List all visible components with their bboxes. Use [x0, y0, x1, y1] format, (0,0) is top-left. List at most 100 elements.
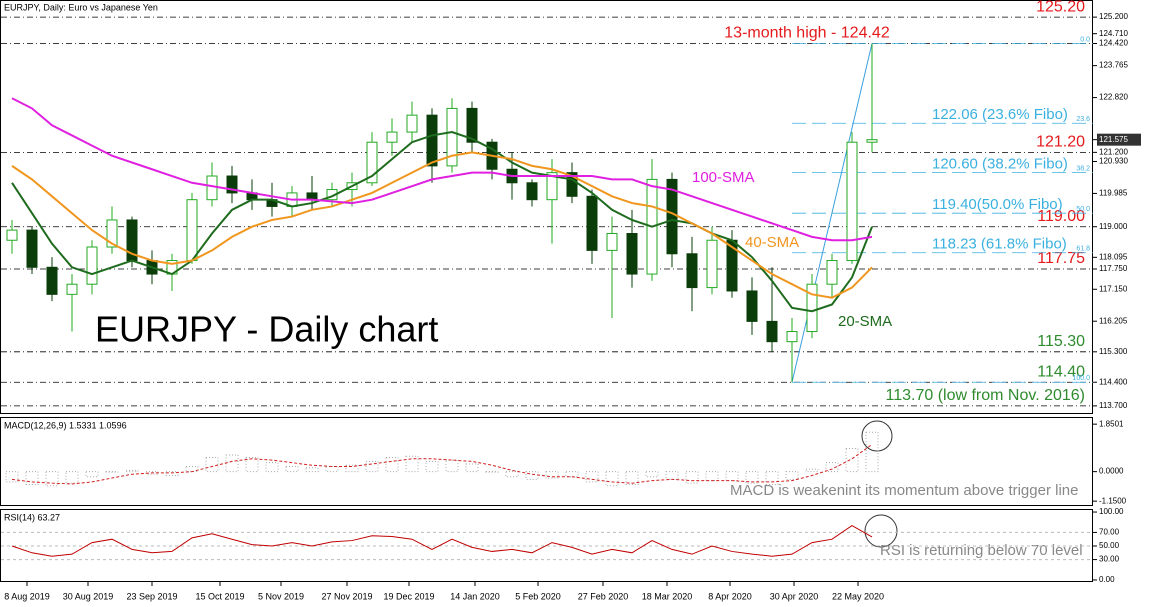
candle-body — [6, 229, 18, 241]
fibo-label: 122.06 (23.6% Fibo) — [932, 106, 1068, 123]
highlight-circle — [864, 514, 898, 548]
candle-body — [366, 141, 378, 184]
y-tick-label: 114.400 — [1099, 377, 1128, 386]
macd-bar — [125, 469, 139, 473]
y-tick-label: 125.200 — [1099, 12, 1128, 21]
y-tick-label: 117.750 — [1099, 264, 1128, 273]
macd-bar — [485, 471, 499, 473]
candle-body — [46, 266, 58, 295]
macd-bar — [605, 471, 619, 487]
rsi-frame — [0, 509, 1093, 582]
candle-body — [766, 320, 778, 343]
sma-label: 100-SMA — [692, 169, 755, 186]
level-label: 117.75 — [1037, 250, 1085, 267]
fibo-tag: 0.0 — [1080, 36, 1090, 43]
macd-bar — [365, 460, 379, 473]
chart-annotation: EURJPY - Daily chart — [95, 309, 438, 350]
macd-bar — [565, 471, 579, 478]
candle-body — [846, 141, 858, 262]
macd-bar — [845, 448, 859, 473]
candle-body — [566, 172, 578, 197]
x-tick-label: 27 Feb 2020 — [578, 591, 629, 601]
y-tick-label: 115.300 — [1099, 347, 1128, 356]
candle-body — [186, 199, 198, 262]
macd-bar — [505, 471, 519, 478]
candle-body — [306, 192, 318, 201]
x-tick-label: 5 Nov 2019 — [258, 591, 304, 601]
macd-bar — [805, 468, 819, 473]
macd-bar — [285, 466, 299, 473]
highlight-circle — [861, 420, 893, 452]
fibo-label: 118.23 (61.8% Fibo) — [932, 236, 1067, 253]
level-label: 121.20 — [1036, 134, 1085, 151]
macd-bar — [585, 471, 599, 483]
level-label: 114.40 — [1037, 363, 1085, 380]
y-tick-label: 70.00 — [1099, 528, 1120, 537]
macd-bar — [65, 471, 79, 484]
panel-annotation: MACD is weakenint its momentum above tri… — [730, 482, 1078, 499]
candle-body — [226, 175, 238, 194]
y-tick-label: 122.820 — [1099, 93, 1128, 102]
y-tick-label: 123.765 — [1099, 61, 1128, 70]
x-tick-label: 8 Apr 2020 — [708, 591, 752, 601]
y-tick-label: 120.930 — [1099, 157, 1128, 166]
sma-line — [11, 131, 873, 313]
candle-body — [706, 239, 718, 289]
level-label: 119.00 — [1037, 208, 1085, 225]
macd-bar — [525, 471, 539, 480]
macd-bar — [405, 455, 419, 473]
candle-body — [586, 195, 598, 251]
candle-body — [66, 283, 78, 295]
y-tick-label: 124.420 — [1099, 39, 1128, 48]
y-tick-label: 1.8501 — [1099, 419, 1124, 428]
macd-bar — [865, 431, 879, 473]
y-tick-label: 124.710 — [1099, 29, 1128, 38]
y-tick-label: 100.00 — [1099, 507, 1124, 516]
y-tick-label: 121.575 — [1099, 135, 1128, 144]
x-tick-label: 22 May 2020 — [832, 591, 884, 601]
level-label: 13-month high - 124.42 — [724, 25, 890, 42]
sma-label: 20-SMA — [838, 313, 892, 330]
candle-body — [606, 232, 618, 251]
candle-body — [866, 139, 878, 143]
macd-bar — [465, 463, 479, 473]
macd-bar — [445, 459, 459, 473]
macd-bar — [205, 457, 219, 473]
candle-body — [206, 175, 218, 201]
y-tick-label: 113.700 — [1099, 401, 1128, 410]
macd-bar — [765, 471, 779, 485]
y-tick-label: 117.150 — [1099, 284, 1128, 293]
candle-body — [626, 232, 638, 275]
chart-title: EURJPY, Daily: Euro vs Japanese Yen — [4, 2, 158, 12]
fibo-label: 120.60 (38.2% Fibo) — [932, 156, 1068, 173]
candle-body — [386, 131, 398, 143]
x-tick-label: 15 Oct 2019 — [195, 591, 244, 601]
macd-bar — [245, 457, 259, 473]
panel-title: RSI(14) 63.27 — [4, 512, 60, 522]
macd-bar — [185, 466, 199, 473]
candle-body — [426, 114, 438, 167]
level-label: 125.20 — [1036, 0, 1085, 15]
candle-body — [106, 219, 118, 248]
x-tick-label: 30 Aug 2019 — [63, 591, 114, 601]
candle-body — [526, 182, 538, 201]
panel-annotation: RSI is returning below 70 level — [880, 542, 1083, 559]
x-tick-label: 23 Sep 2019 — [126, 591, 177, 601]
macd-bar — [725, 471, 739, 482]
y-tick-label: 119.000 — [1099, 222, 1128, 231]
macd-bar — [265, 462, 279, 473]
y-tick-label: 119.985 — [1099, 189, 1128, 198]
candle-body — [86, 246, 98, 285]
x-tick-label: 30 Apr 2020 — [770, 591, 819, 601]
rsi-line — [11, 525, 873, 557]
price-frame — [0, 0, 1093, 414]
macd-bar — [305, 467, 319, 473]
candle-body — [806, 283, 818, 333]
level-label: 115.30 — [1037, 333, 1085, 350]
current-price-box — [1097, 133, 1141, 146]
candle-body — [786, 331, 798, 343]
y-tick-label: 30.00 — [1099, 555, 1120, 564]
fibo-label: 119.40(50.0% Fibo) — [932, 196, 1063, 213]
